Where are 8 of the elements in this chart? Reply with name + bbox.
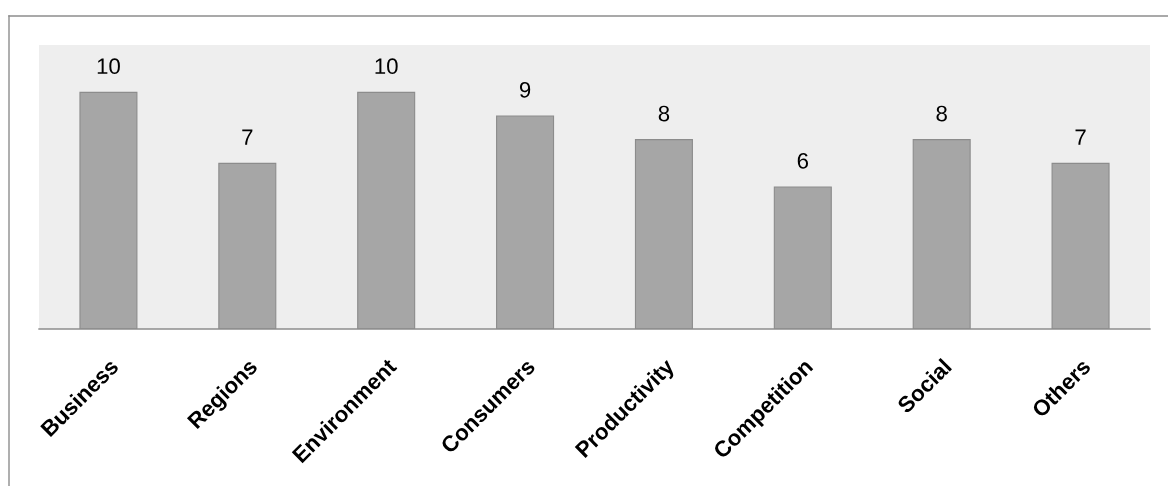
data-label: 7 (242, 129, 253, 145)
data-label: 10 (375, 58, 398, 75)
data-label: 10 (97, 58, 120, 75)
data-label: 6 (797, 152, 809, 169)
data-label: 8 (658, 105, 670, 122)
data-label: 8 (936, 105, 947, 122)
data-label: 9 (519, 81, 531, 98)
data-label: 7 (1075, 129, 1086, 145)
